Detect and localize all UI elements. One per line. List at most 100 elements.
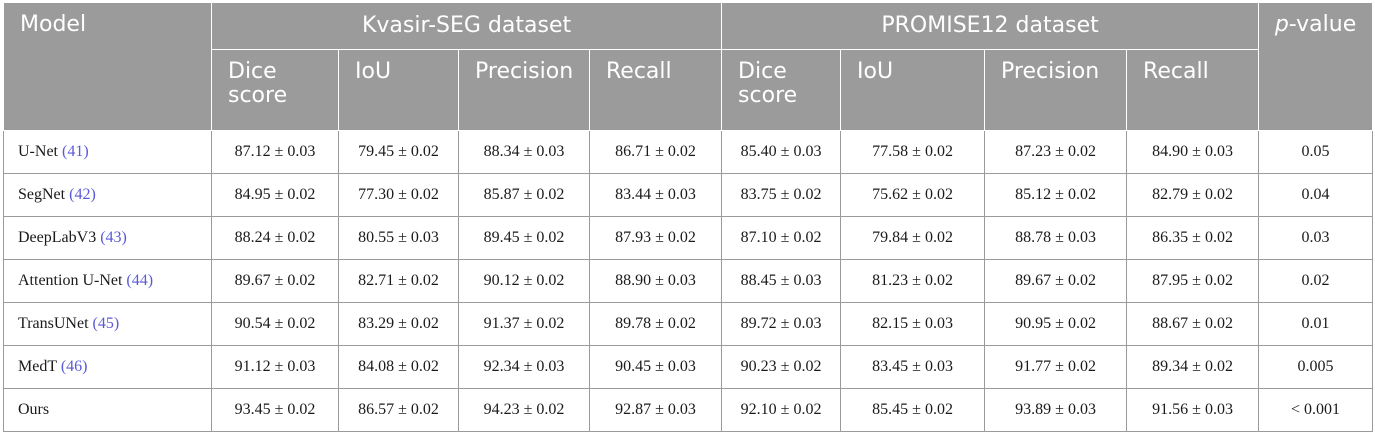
- table-row: Ours 93.45 ± 0.02 86.57 ± 0.02 94.23 ± 0…: [3, 388, 1374, 432]
- p-value-cell: 0.005: [1258, 345, 1374, 389]
- reference-link[interactable]: (44): [126, 272, 154, 289]
- header-kvasir-precision: Precision: [458, 49, 590, 131]
- header-kvasir-recall: Recall: [588, 49, 723, 131]
- kvasir-iou-cell: 82.71 ± 0.02: [338, 259, 459, 303]
- p-value-cell: < 0.001: [1258, 388, 1374, 432]
- promise-precision-cell: 93.89 ± 0.03: [984, 388, 1128, 432]
- kvasir-dice-cell: 93.45 ± 0.02: [211, 388, 339, 432]
- kvasir-dice-cell: 87.12 ± 0.03: [211, 130, 339, 174]
- model-cell: TransUNet (45): [3, 302, 212, 346]
- promise-recall-cell: 87.95 ± 0.02: [1126, 259, 1260, 303]
- kvasir-recall-cell: 89.78 ± 0.02: [588, 302, 723, 346]
- kvasir-precision-cell: 91.37 ± 0.02: [458, 302, 590, 346]
- promise-dice-cell: 88.45 ± 0.03: [721, 259, 842, 303]
- kvasir-dice-cell: 91.12 ± 0.03: [211, 345, 339, 389]
- reference-link[interactable]: (45): [92, 315, 120, 332]
- model-cell: Ours: [3, 388, 212, 432]
- model-cell: DeepLabV3 (43): [3, 216, 212, 260]
- p-value-cell: 0.03: [1258, 216, 1374, 260]
- header-p-value-rest: -value: [1288, 12, 1357, 37]
- kvasir-precision-cell: 88.34 ± 0.03: [458, 130, 590, 174]
- kvasir-dice-cell: 89.67 ± 0.02: [211, 259, 339, 303]
- promise-recall-cell: 88.67 ± 0.02: [1126, 302, 1260, 346]
- p-value-cell: 0.01: [1258, 302, 1374, 346]
- header-promise-precision: Precision: [984, 49, 1128, 131]
- table-row: Attention U-Net (44) 89.67 ± 0.02 82.71 …: [3, 259, 1374, 303]
- kvasir-iou-cell: 77.30 ± 0.02: [338, 173, 459, 217]
- table-row: MedT (46) 91.12 ± 0.03 84.08 ± 0.02 92.3…: [3, 345, 1374, 389]
- model-cell: MedT (46): [3, 345, 212, 389]
- kvasir-iou-cell: 83.29 ± 0.02: [338, 302, 459, 346]
- kvasir-iou-cell: 84.08 ± 0.02: [338, 345, 459, 389]
- header-model: Model: [3, 2, 212, 131]
- promise-dice-cell: 85.40 ± 0.03: [721, 130, 842, 174]
- model-name: MedT: [18, 358, 57, 375]
- table-row: DeepLabV3 (43) 88.24 ± 0.02 80.55 ± 0.03…: [3, 216, 1374, 260]
- promise-dice-cell: 89.72 ± 0.03: [721, 302, 842, 346]
- promise-recall-cell: 84.90 ± 0.03: [1126, 130, 1260, 174]
- promise-iou-cell: 79.84 ± 0.02: [840, 216, 986, 260]
- promise-precision-cell: 91.77 ± 0.02: [984, 345, 1128, 389]
- header-promise-iou: IoU: [840, 49, 986, 131]
- kvasir-recall-cell: 83.44 ± 0.03: [588, 173, 723, 217]
- kvasir-precision-cell: 90.12 ± 0.02: [458, 259, 590, 303]
- kvasir-precision-cell: 92.34 ± 0.03: [458, 345, 590, 389]
- promise-precision-cell: 88.78 ± 0.03: [984, 216, 1128, 260]
- model-name: Ours: [18, 401, 50, 418]
- model-name: U-Net: [18, 143, 58, 160]
- reference-link[interactable]: (43): [100, 229, 127, 246]
- promise-precision-cell: 89.67 ± 0.02: [984, 259, 1128, 303]
- table-row: TransUNet (45) 90.54 ± 0.02 83.29 ± 0.02…: [3, 302, 1374, 346]
- reference-link[interactable]: (41): [61, 143, 89, 160]
- header-dice-line2: score: [738, 83, 798, 108]
- promise-iou-cell: 81.23 ± 0.02: [840, 259, 986, 303]
- kvasir-precision-cell: 89.45 ± 0.02: [458, 216, 590, 260]
- promise-dice-cell: 87.10 ± 0.02: [721, 216, 842, 260]
- p-value-cell: 0.04: [1258, 173, 1374, 217]
- header-promise-recall: Recall: [1126, 49, 1260, 131]
- kvasir-recall-cell: 86.71 ± 0.02: [588, 130, 723, 174]
- model-cell: U-Net (41): [3, 130, 212, 174]
- promise-recall-cell: 89.34 ± 0.02: [1126, 345, 1260, 389]
- kvasir-iou-cell: 79.45 ± 0.02: [338, 130, 459, 174]
- promise-recall-cell: 86.35 ± 0.02: [1126, 216, 1260, 260]
- promise-iou-cell: 75.62 ± 0.02: [840, 173, 986, 217]
- promise-dice-cell: 90.23 ± 0.02: [721, 345, 842, 389]
- promise-precision-cell: 90.95 ± 0.02: [984, 302, 1128, 346]
- model-cell: SegNet (42): [3, 173, 212, 217]
- promise-precision-cell: 87.23 ± 0.02: [984, 130, 1128, 174]
- header-kvasir-dataset: Kvasir-SEG dataset: [210, 2, 723, 50]
- kvasir-recall-cell: 87.93 ± 0.02: [588, 216, 723, 260]
- header-kvasir-dice: Dice score: [211, 49, 339, 131]
- model-name: DeepLabV3: [18, 229, 97, 246]
- promise-iou-cell: 85.45 ± 0.02: [840, 388, 986, 432]
- table-row: U-Net (41) 87.12 ± 0.03 79.45 ± 0.02 88.…: [3, 130, 1374, 174]
- header-p-value-p: p: [1274, 12, 1289, 37]
- reference-link[interactable]: (42): [69, 186, 96, 203]
- kvasir-recall-cell: 90.45 ± 0.03: [588, 345, 723, 389]
- model-name: Attention U-Net: [18, 272, 123, 289]
- promise-recall-cell: 82.79 ± 0.02: [1126, 173, 1260, 217]
- header-dice-line1: Dice: [738, 59, 787, 84]
- header-promise12-dataset: PROMISE12 dataset: [721, 2, 1260, 50]
- model-cell: Attention U-Net (44): [3, 259, 212, 303]
- model-name: TransUNet: [18, 315, 89, 332]
- promise-iou-cell: 83.45 ± 0.03: [840, 345, 986, 389]
- kvasir-precision-cell: 94.23 ± 0.02: [458, 388, 590, 432]
- table-row: SegNet (42) 84.95 ± 0.02 77.30 ± 0.02 85…: [3, 173, 1374, 217]
- header-kvasir-iou: IoU: [338, 49, 459, 131]
- promise-precision-cell: 85.12 ± 0.02: [984, 173, 1128, 217]
- header-dice-line1: Dice: [228, 59, 277, 84]
- promise-iou-cell: 77.58 ± 0.02: [840, 130, 986, 174]
- kvasir-iou-cell: 86.57 ± 0.02: [338, 388, 459, 432]
- kvasir-dice-cell: 88.24 ± 0.02: [211, 216, 339, 260]
- table-header: Model Kvasir-SEG dataset PROMISE12 datas…: [3, 2, 1374, 131]
- kvasir-precision-cell: 85.87 ± 0.02: [458, 173, 590, 217]
- reference-link[interactable]: (46): [60, 358, 88, 375]
- p-value-cell: 0.02: [1258, 259, 1374, 303]
- promise-recall-cell: 91.56 ± 0.03: [1126, 388, 1260, 432]
- kvasir-dice-cell: 84.95 ± 0.02: [211, 173, 339, 217]
- header-p-value: p-value: [1258, 2, 1374, 131]
- p-value-cell: 0.05: [1258, 130, 1374, 174]
- kvasir-recall-cell: 88.90 ± 0.03: [588, 259, 723, 303]
